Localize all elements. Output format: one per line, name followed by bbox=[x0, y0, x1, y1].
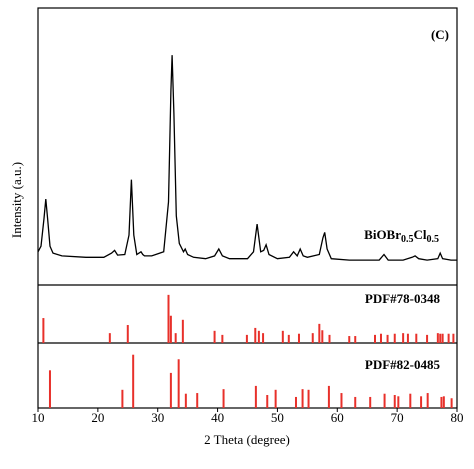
reference-label: PDF#78-0348 bbox=[365, 291, 441, 306]
xrd-pattern bbox=[37, 55, 457, 261]
y-axis-label: Intensity (a.u.) bbox=[9, 162, 24, 238]
label-part: Cl bbox=[414, 227, 427, 242]
x-tick-label: 40 bbox=[211, 410, 224, 425]
x-tick-label: 10 bbox=[32, 410, 45, 425]
label-sub: 0.5 bbox=[401, 234, 414, 245]
panel-label: (C) bbox=[431, 27, 449, 42]
reference-label: PDF#82-0485 bbox=[365, 357, 441, 372]
x-tick-label: 30 bbox=[151, 410, 164, 425]
x-tick-label: 80 bbox=[451, 410, 464, 425]
x-tick-label: 20 bbox=[91, 410, 104, 425]
sample-label: BiOBr0.5Cl0.5 bbox=[364, 227, 439, 245]
x-tick-label: 50 bbox=[271, 410, 284, 425]
x-tick-label: 70 bbox=[391, 410, 404, 425]
frame bbox=[37, 7, 458, 409]
x-tick-label: 60 bbox=[331, 410, 344, 425]
label-part: BiOBr bbox=[364, 227, 401, 242]
label-sub: 0.5 bbox=[427, 234, 440, 245]
x-axis-label: 2 Theta (degree) bbox=[204, 432, 290, 447]
